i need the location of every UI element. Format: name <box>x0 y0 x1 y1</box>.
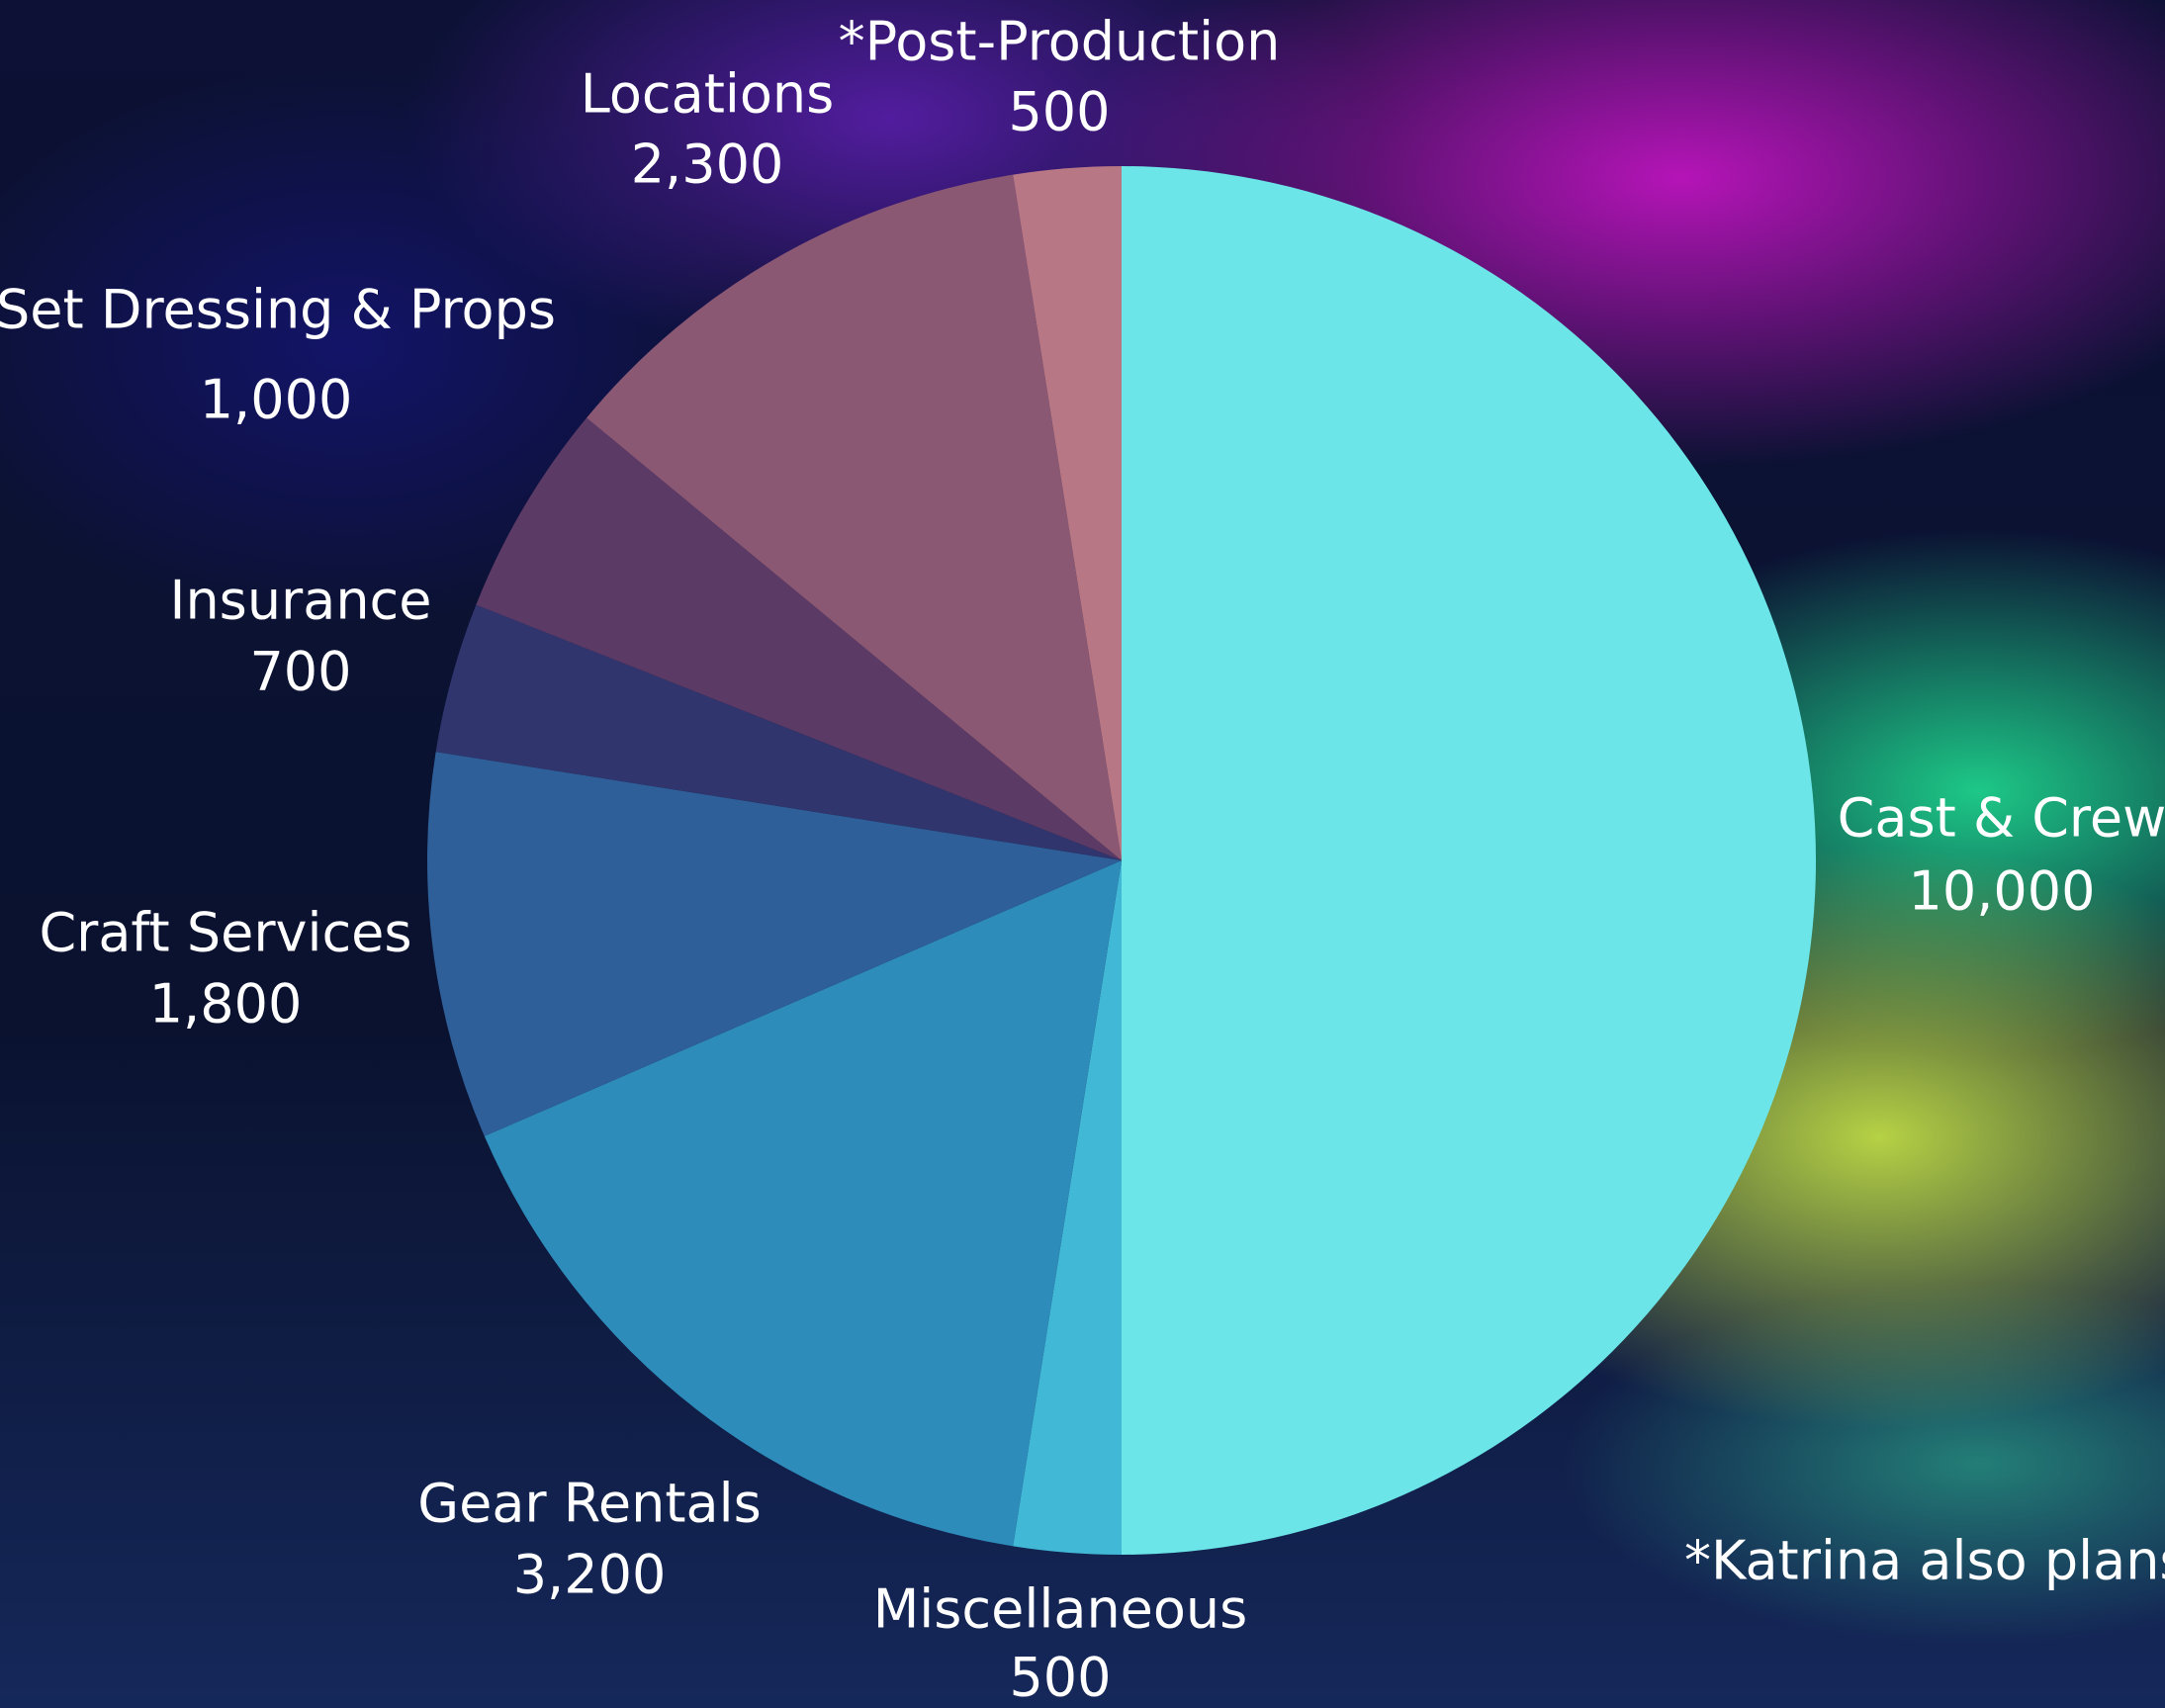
pie-slice <box>435 604 1122 860</box>
slice-value: 10,000 <box>1909 860 2096 923</box>
pie-slice <box>426 752 1122 1136</box>
pie-slice <box>586 174 1122 860</box>
pie-slice <box>476 417 1123 860</box>
slice-value: 500 <box>1008 81 1110 143</box>
slice-label: Cast & Crew <box>1838 787 2165 850</box>
slice-label: *Post-Production <box>839 11 1281 73</box>
pie-slice <box>1013 166 1122 860</box>
slice-label: Miscellaneous <box>873 1578 1248 1641</box>
slice-label: Gear Rentals <box>417 1473 761 1535</box>
slice-value: 500 <box>1009 1647 1111 1708</box>
slice-value: 1,000 <box>200 369 353 431</box>
slice-label: Locations <box>581 63 835 126</box>
slice-value: 3,200 <box>513 1544 667 1606</box>
slice-label: Set Dressing & Props <box>0 279 556 341</box>
slice-label: Craft Services <box>39 902 411 964</box>
slice-value: 2,300 <box>631 134 784 196</box>
pie-slice <box>1013 860 1122 1555</box>
slice-value: 1,800 <box>149 973 303 1035</box>
pie-slice <box>484 860 1122 1547</box>
footnote: *Katrina also plans t <box>1684 1530 2165 1592</box>
slice-label: Insurance <box>170 570 432 632</box>
pie-slice <box>1122 166 1816 1555</box>
slice-value: 700 <box>249 641 351 703</box>
